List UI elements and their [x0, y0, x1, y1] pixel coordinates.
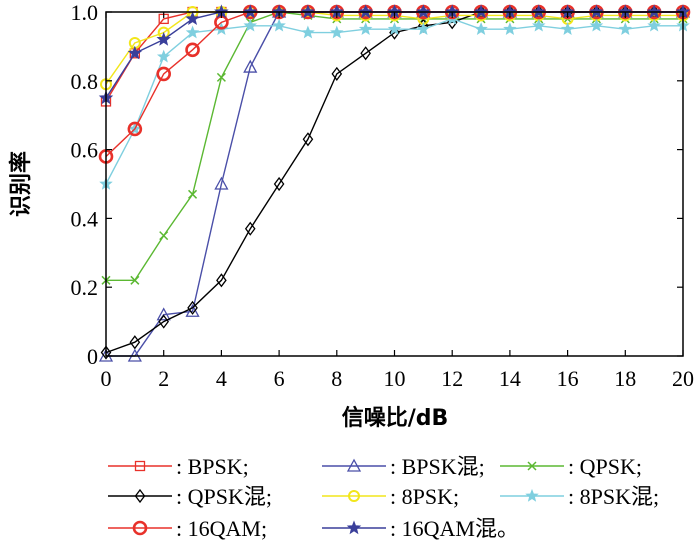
- x-tick-label: 16: [557, 366, 579, 391]
- series-5-point-6: [272, 18, 286, 32]
- series-5-point-7: [301, 25, 315, 39]
- series-5-point-2: [156, 49, 171, 63]
- series-3-point-0: [100, 345, 112, 360]
- legend-label: : 16QAM混。: [390, 516, 519, 541]
- series-7-point-2: [156, 31, 171, 46]
- x-tick-label: 4: [216, 366, 227, 391]
- series-3-point-7: [302, 132, 314, 147]
- series-3-point-6: [273, 176, 285, 192]
- series-3-point-9: [360, 46, 371, 61]
- series-5-point-16: [560, 22, 575, 35]
- series-5-point-11: [416, 22, 431, 36]
- x-tick-label: 12: [441, 366, 463, 391]
- series-layer: [98, 4, 691, 362]
- legend-marker: [346, 458, 362, 472]
- x-tick-label: 18: [614, 366, 636, 391]
- series-6-point-3: [185, 42, 200, 58]
- x-tick-label: 6: [274, 366, 285, 391]
- x-tick-label: 2: [158, 366, 169, 391]
- y-tick-label: 0.4: [71, 206, 99, 231]
- legend-marker: [134, 488, 146, 504]
- series-3-point-4: [216, 273, 227, 288]
- y-axis-title: 识别率: [8, 151, 34, 217]
- x-tick-label: 20: [672, 366, 694, 391]
- series-5-point-9: [358, 22, 373, 36]
- series-3-point-3: [187, 300, 198, 315]
- legend-item-2: : QPSK;: [500, 454, 642, 479]
- series-6-point-1: [127, 121, 143, 137]
- legend: : BPSK; : BPSK混; : QPSK; : QPSK混; : 8PSK; : 8…: [108, 454, 659, 541]
- series-5-point-3: [185, 25, 200, 39]
- legend-item-1: : BPSK混;: [322, 454, 485, 479]
- series-5-point-17: [589, 18, 604, 32]
- series-5-point-19: [647, 18, 661, 32]
- series-2: [101, 7, 688, 285]
- legend-marker: [527, 461, 537, 471]
- series-line-2: [106, 11, 683, 281]
- legend-label: : QPSK;: [568, 454, 642, 479]
- legend-label: : BPSK混;: [390, 454, 485, 479]
- y-tick-label: 0.8: [71, 69, 99, 94]
- series-1-point-5: [243, 59, 258, 73]
- ticks-layer: 0 2 4 6 8 10 12 14 16 18 20 0 0.2 0.4 0.6 0.8 1.0: [71, 0, 695, 391]
- series-5-point-18: [618, 22, 633, 35]
- y-tick-label: 0.6: [71, 138, 99, 163]
- legend-label: : 8PSK;: [390, 484, 459, 509]
- legend-label: : 8PSK混;: [568, 484, 659, 509]
- x-axis-title: 信噪比/dB: [342, 405, 449, 431]
- series-5-point-14: [503, 22, 517, 35]
- series-1-point-4: [214, 176, 229, 190]
- x-tick-label: 8: [331, 366, 342, 391]
- y-tick-label: 0: [87, 344, 98, 369]
- series-2-point-3: [188, 189, 198, 199]
- series-5-point-13: [474, 22, 488, 36]
- series-2-point-1: [130, 275, 140, 285]
- series-1-point-2: [156, 307, 171, 321]
- x-tick-label: 0: [101, 366, 112, 391]
- legend-label: : 16QAM;: [176, 516, 267, 541]
- series-3: [100, 4, 689, 360]
- legend-label: : BPSK;: [176, 454, 249, 479]
- series-2-point-4: [216, 72, 226, 82]
- legend-item-0: : BPSK;: [108, 454, 249, 479]
- series-5-point-15: [531, 18, 546, 32]
- series-5-point-8: [330, 25, 344, 39]
- legend-marker: [348, 490, 360, 502]
- series-7-point-1: [127, 45, 143, 60]
- legend-marker: [132, 520, 148, 536]
- series-7-point-3: [185, 11, 200, 25]
- legend-item-3: : QPSK混;: [108, 484, 272, 509]
- legend-marker: [134, 460, 146, 472]
- series-6-point-2: [156, 66, 171, 82]
- series-3-point-1: [129, 335, 141, 350]
- legend-item-7: : 16QAM混。: [322, 516, 519, 541]
- legend-item-6: : 16QAM;: [108, 516, 267, 541]
- legend-marker: [525, 488, 539, 502]
- legend-item-4: : 8PSK;: [322, 484, 459, 509]
- legend-label: : QPSK混;: [176, 484, 272, 509]
- series-2-point-2: [159, 231, 169, 241]
- legend-item-5: : 8PSK混;: [500, 484, 659, 509]
- series-3-point-8: [331, 66, 343, 82]
- series-3-point-5: [244, 221, 256, 236]
- y-tick-label: 0.2: [71, 275, 99, 300]
- legend-marker: [346, 520, 362, 535]
- series-3-point-2: [158, 314, 170, 329]
- series-5-point-10: [387, 22, 402, 35]
- series-5-point-5: [243, 18, 258, 32]
- x-tick-label: 14: [499, 366, 521, 391]
- y-tick-label: 1.0: [71, 0, 99, 25]
- x-tick-label: 10: [384, 366, 406, 391]
